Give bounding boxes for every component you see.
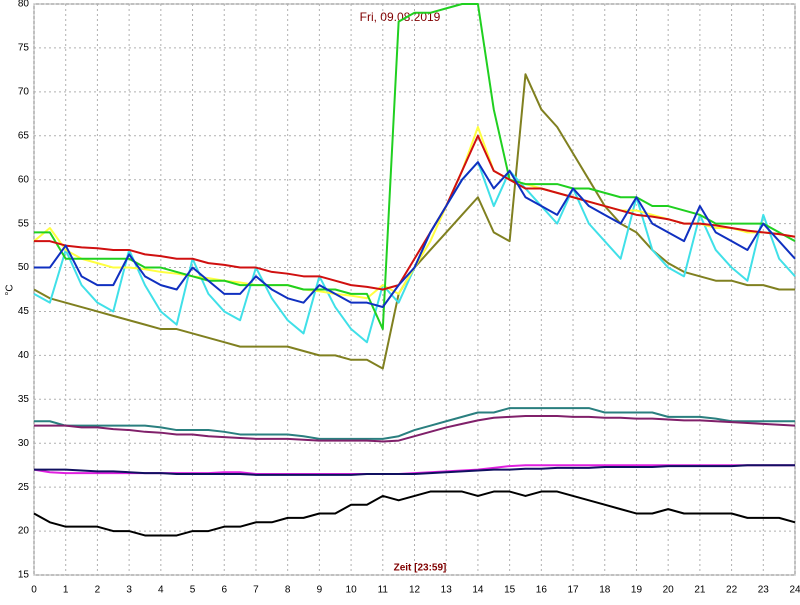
y-tick-label: 60 — [18, 174, 30, 185]
x-tick-label: 8 — [285, 585, 291, 596]
x-tick-label: 17 — [567, 585, 579, 596]
x-tick-label: 9 — [317, 585, 323, 596]
series-line — [34, 464, 795, 476]
y-axis-label: °C — [5, 284, 16, 295]
series-line — [34, 3, 796, 331]
x-tick-label: 15 — [504, 585, 516, 596]
x-tick-label: 7 — [253, 585, 259, 596]
series-line — [34, 414, 796, 443]
y-tick-label: 50 — [18, 262, 30, 273]
y-tick-label: 45 — [18, 306, 30, 317]
x-tick-label: 20 — [663, 585, 675, 596]
y-tick-label: 20 — [18, 526, 30, 537]
x-tick-label: 4 — [158, 585, 164, 596]
x-tick-label: 2 — [95, 585, 101, 596]
series-line — [34, 134, 796, 291]
y-tick-label: 15 — [18, 570, 30, 581]
y-tick-label: 80 — [18, 0, 30, 10]
y-tick-label: 65 — [18, 130, 30, 141]
x-tick-label: 13 — [441, 585, 453, 596]
y-tick-label: 30 — [18, 438, 30, 449]
x-tick-label: 16 — [536, 585, 548, 596]
series-line — [33, 490, 796, 537]
x-tick-label: 5 — [190, 585, 196, 596]
y-tick-label: 40 — [18, 350, 30, 361]
y-tick-label: 25 — [18, 482, 30, 493]
y-tick-label: 75 — [18, 43, 30, 54]
x-tick-label: 6 — [221, 585, 227, 596]
x-tick-label: 11 — [378, 585, 389, 596]
x-tick-label: 14 — [472, 585, 484, 596]
x-tick-label: 19 — [631, 585, 643, 596]
x-tick-label: 3 — [126, 585, 132, 596]
x-tick-label: 22 — [726, 585, 738, 596]
x-tick-label: 23 — [758, 585, 770, 596]
series-line — [34, 161, 796, 309]
x-axis-label: Zeit [23:59] — [394, 563, 447, 574]
y-tick-label: 35 — [18, 394, 30, 405]
x-tick-label: 1 — [63, 585, 69, 596]
x-tick-label: 21 — [694, 585, 706, 596]
y-tick-label: 70 — [18, 86, 30, 97]
x-tick-label: 12 — [409, 585, 421, 596]
x-tick-label: 10 — [346, 585, 358, 596]
x-tick-label: 18 — [599, 585, 611, 596]
x-tick-label: 24 — [789, 585, 800, 596]
series-line — [34, 407, 795, 440]
y-tick-label: 55 — [18, 218, 30, 229]
x-tick-label: 0 — [31, 585, 37, 596]
